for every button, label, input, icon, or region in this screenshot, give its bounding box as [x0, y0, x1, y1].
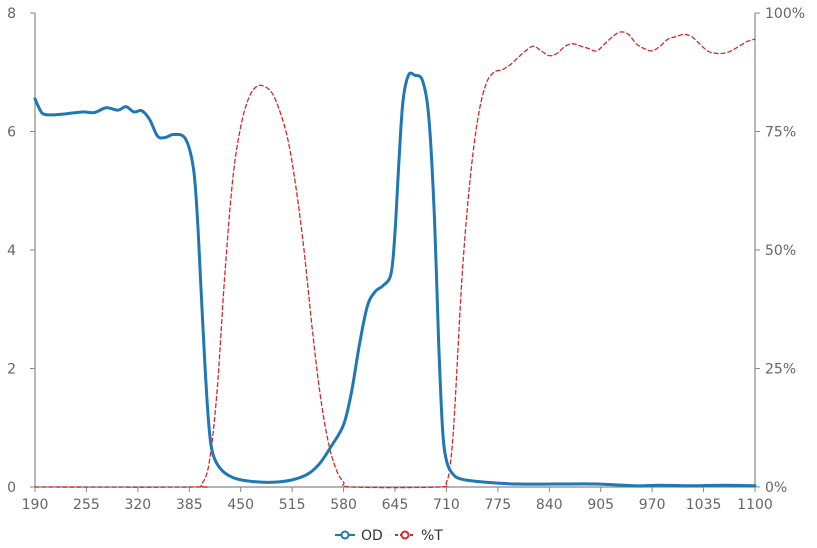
x-tick-label: 775 [484, 497, 511, 513]
x-tick-label: 450 [227, 497, 254, 513]
legend-swatch-marker [400, 530, 410, 540]
x-tick-label: 1035 [686, 497, 722, 513]
x-tick-label: 320 [124, 497, 151, 513]
y-left-tick-label: 8 [7, 6, 16, 22]
x-tick-label: 190 [22, 497, 49, 513]
x-tick-label: 1100 [737, 497, 773, 513]
y-left-tick-label: 6 [7, 125, 16, 141]
series-line-transmission [34, 31, 756, 489]
legend-label: OD [361, 528, 383, 544]
y-left-tick-label: 0 [7, 480, 16, 496]
y-left-tick-label: 4 [7, 243, 16, 259]
y-right-tick-label: 50% [765, 243, 796, 259]
y-right-tick-label: 25% [765, 362, 796, 378]
x-tick-label: 840 [536, 497, 563, 513]
y-right-tick-label: 75% [765, 125, 796, 141]
x-tick-label: 255 [73, 497, 100, 513]
y-right-tick-label: 0% [765, 480, 787, 496]
series-line-od [33, 71, 757, 488]
x-tick-label: 580 [330, 497, 357, 513]
x-tick-label: 515 [279, 497, 306, 513]
y-right-tick-label: 100% [765, 6, 805, 22]
legend-swatch-marker [340, 530, 350, 540]
y-left-tick-label: 2 [7, 362, 16, 378]
x-tick-label: 385 [176, 497, 203, 513]
x-tick-label: 710 [433, 497, 460, 513]
x-tick-label: 970 [639, 497, 666, 513]
legend-label: %T [421, 528, 443, 544]
x-tick-label: 645 [382, 497, 409, 513]
x-tick-label: 905 [587, 497, 614, 513]
